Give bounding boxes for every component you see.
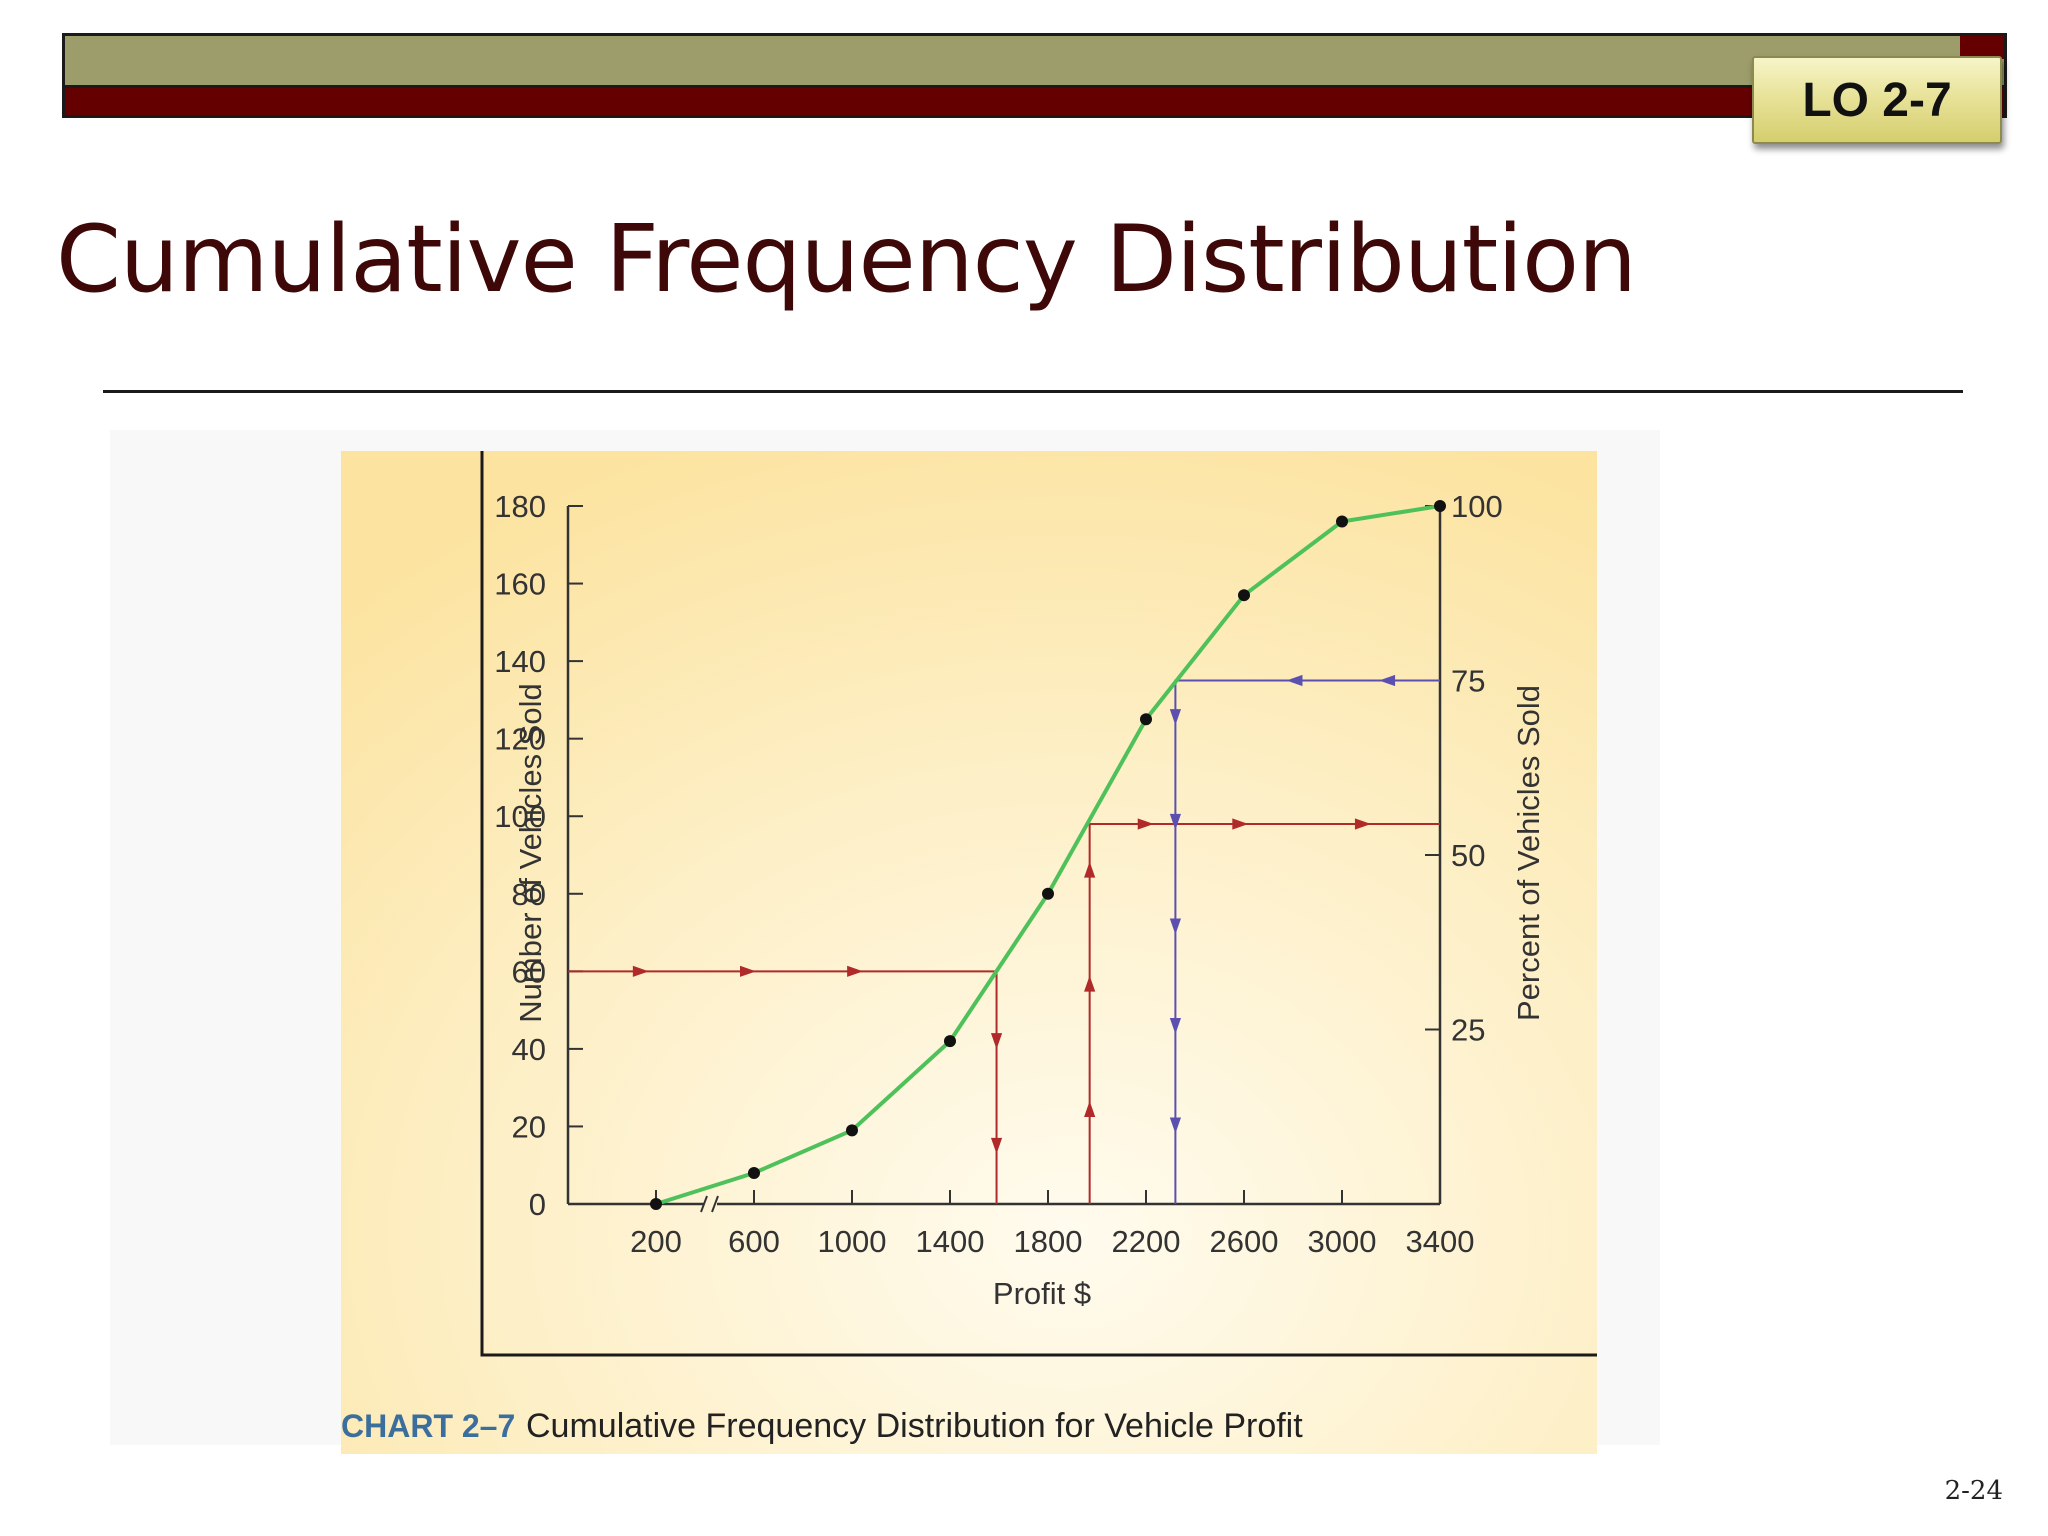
x-tick-label: 1400 [916, 1224, 985, 1259]
guide-arrowhead [990, 1137, 1003, 1154]
y-tick-label: 180 [494, 489, 546, 524]
y2-tick-label: 50 [1451, 838, 1485, 873]
data-point [1042, 887, 1054, 900]
x-tick-label: 1800 [1014, 1224, 1083, 1259]
guide-arrowhead [1169, 1117, 1181, 1134]
data-point [846, 1124, 858, 1137]
data-point [748, 1166, 760, 1179]
y2-axis-title: Percent of Vehicles Sold [1511, 685, 1546, 1021]
figure-background [341, 451, 1597, 1454]
x-tick-label: 2600 [1210, 1224, 1279, 1259]
guide-arrowhead [1169, 813, 1181, 830]
y2-tick-label: 25 [1451, 1013, 1485, 1048]
guide-arrowhead [1169, 918, 1181, 935]
learning-objective-badge: LO 2-7 [1752, 56, 2002, 144]
y2-tick-label: 100 [1451, 489, 1503, 524]
data-point [1238, 589, 1250, 602]
y-tick-label: 20 [512, 1109, 546, 1144]
figure-frame [480, 451, 1597, 1357]
chart-caption-text: Cumulative Frequency Distribution for Ve… [526, 1407, 1303, 1445]
chart-figure: 0 20 40 60 80 100 120 140 160 180 25 50 75 100 200 600 1… [341, 451, 1597, 1454]
data-point [1336, 515, 1348, 528]
guide-arrowhead [1169, 1018, 1181, 1035]
header-bar-green [62, 33, 2007, 85]
y-tick-label: 80 [512, 877, 546, 912]
x-tick-label: 600 [728, 1224, 780, 1259]
page-number: 2-24 [1944, 1476, 2003, 1506]
slide-title: Cumulative Frequency Distribution [56, 205, 1637, 313]
y-tick-label: 100 [494, 799, 546, 834]
data-point [944, 1035, 956, 1048]
header-bar-end-cap [1960, 33, 2007, 59]
y-tick-label: 120 [494, 722, 546, 757]
chart-caption-label: CHART 2–7 [341, 1408, 515, 1444]
y-tick-label: 140 [494, 644, 546, 679]
data-point [1434, 500, 1446, 512]
x-tick-label: 1000 [818, 1224, 887, 1259]
guide-arrowhead [1379, 674, 1396, 687]
y2-tick-label: 75 [1451, 664, 1485, 699]
guide-arrowhead [632, 965, 649, 977]
guide-arrowhead [1137, 818, 1154, 830]
guide-arrowhead [1084, 975, 1096, 992]
title-divider [103, 390, 1963, 393]
header-bar-red [62, 85, 2007, 118]
data-point [1140, 713, 1152, 726]
guide-arrowhead [1084, 1100, 1096, 1117]
x-tick-label: 3400 [1406, 1224, 1475, 1259]
x-axis-break-mark [700, 1195, 708, 1213]
guide-arrowhead [1354, 818, 1371, 830]
guide-arrowhead [739, 965, 756, 977]
cumulative-frequency-chart: 0 20 40 60 80 100 120 140 160 180 25 50 75 100 200 600 1… [341, 451, 1597, 1454]
guide-arrowhead [990, 1033, 1003, 1050]
guide-arrowhead [1084, 861, 1096, 878]
y-tick-label: 0 [529, 1187, 546, 1222]
y-axis-title: Number of Vehicles Sold [513, 683, 548, 1022]
data-point [650, 1198, 662, 1210]
x-tick-label: 200 [630, 1224, 682, 1259]
guide-arrowhead [1286, 674, 1303, 687]
x-tick-label: 3000 [1308, 1224, 1377, 1259]
y-tick-label: 60 [512, 954, 546, 989]
guide-line-red [1088, 822, 1440, 1204]
x-axis-break-mark [711, 1195, 719, 1213]
x-tick-label: 2200 [1112, 1224, 1181, 1259]
guide-arrowhead [1232, 818, 1249, 830]
x-axis-title: Profit $ [993, 1276, 1091, 1311]
guide-arrowhead [1169, 709, 1181, 726]
y-tick-label: 160 [494, 567, 546, 602]
y-tick-label: 40 [512, 1032, 546, 1067]
guide-arrowhead [847, 965, 864, 977]
